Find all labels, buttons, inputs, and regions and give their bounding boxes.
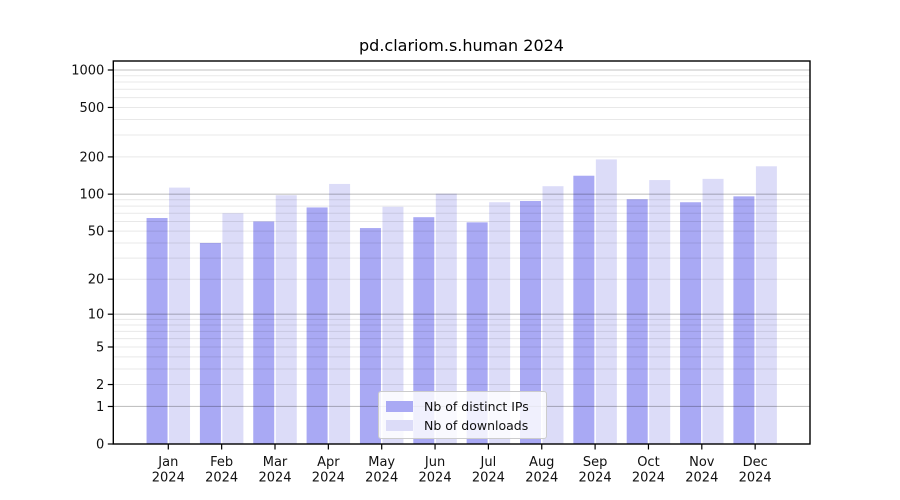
x-tick-label-month: Apr bbox=[317, 455, 340, 470]
bar-downloads-aug bbox=[542, 186, 564, 444]
legend-item-distinct-ips: Nb of distinct IPs bbox=[386, 397, 546, 416]
bar-downloads-may bbox=[382, 206, 404, 444]
bar-downloads-nov bbox=[702, 178, 724, 445]
bar-downloads-oct bbox=[649, 180, 671, 444]
legend-item-downloads: Nb of downloads bbox=[386, 416, 546, 435]
x-tick-label-month: Mar bbox=[263, 455, 288, 470]
bar-distinct-ips-oct bbox=[626, 199, 648, 444]
legend-label-distinct-ips: Nb of distinct IPs bbox=[424, 399, 529, 414]
x-tick-label-month: Oct bbox=[637, 455, 659, 470]
x-tick-label-month: Dec bbox=[743, 455, 768, 470]
x-tick-label-month: Jul bbox=[480, 455, 497, 470]
bar-distinct-ips-jun bbox=[413, 217, 435, 444]
bar-downloads-sep bbox=[595, 159, 617, 444]
x-tick-label-month: May bbox=[368, 455, 395, 470]
x-tick-label-year: 2024 bbox=[739, 471, 772, 486]
legend-label-downloads: Nb of downloads bbox=[424, 418, 529, 433]
x-tick-label-year: 2024 bbox=[365, 471, 398, 486]
x-tick-label-month: Jan bbox=[157, 455, 178, 470]
axes-spines bbox=[112, 60, 811, 445]
x-tick-label-year: 2024 bbox=[685, 471, 718, 486]
x-tick-label-year: 2024 bbox=[579, 471, 612, 486]
bar-distinct-ips-may bbox=[359, 228, 381, 444]
legend-swatch-distinct-ips bbox=[386, 401, 413, 412]
y-tick-label: 200 bbox=[79, 150, 104, 165]
x-tick-label-month: Feb bbox=[210, 455, 233, 470]
bar-distinct-ips-dec bbox=[733, 196, 755, 444]
x-tick-label-month: Nov bbox=[689, 455, 715, 470]
x-tick-label-month: Aug bbox=[529, 455, 554, 470]
x-tick-label-year: 2024 bbox=[632, 471, 665, 486]
y-tick-label: 50 bbox=[88, 225, 105, 240]
x-tick-label-year: 2024 bbox=[312, 471, 345, 486]
y-tick-label: 10 bbox=[88, 308, 105, 323]
x-tick-label-month: Sep bbox=[583, 455, 608, 470]
bar-downloads-feb bbox=[222, 213, 244, 444]
bar-downloads-mar bbox=[275, 195, 297, 444]
x-tick-label-year: 2024 bbox=[205, 471, 238, 486]
x-tick-label-year: 2024 bbox=[525, 471, 558, 486]
x-tick-label-year: 2024 bbox=[258, 471, 291, 486]
y-tick-label: 1000 bbox=[71, 64, 104, 79]
bar-distinct-ips-jan bbox=[146, 218, 168, 444]
legend-swatch-downloads bbox=[386, 420, 413, 431]
bar-downloads-dec bbox=[755, 166, 777, 445]
y-tick-label: 0 bbox=[96, 438, 104, 453]
bar-distinct-ips-aug bbox=[520, 201, 541, 444]
y-tick-label: 2 bbox=[96, 378, 104, 393]
bar-downloads-jun bbox=[435, 193, 457, 444]
x-tick-label-year: 2024 bbox=[152, 471, 185, 486]
x-tick-label-year: 2024 bbox=[472, 471, 505, 486]
bar-downloads-jul bbox=[489, 202, 511, 444]
bar-distinct-ips-apr bbox=[306, 207, 328, 444]
y-tick-label: 500 bbox=[79, 101, 104, 116]
bar-distinct-ips-mar bbox=[253, 221, 275, 444]
y-tick-label: 100 bbox=[79, 188, 104, 203]
bar-distinct-ips-nov bbox=[680, 202, 702, 444]
x-tick-label-month: Jun bbox=[424, 455, 445, 470]
x-tick-label-year: 2024 bbox=[419, 471, 452, 486]
y-tick-label: 5 bbox=[96, 341, 104, 356]
bar-distinct-ips-sep bbox=[573, 175, 595, 444]
chart-title: pd.clariom.s.human 2024 bbox=[359, 36, 564, 55]
bar-downloads-jan bbox=[169, 187, 191, 445]
bar-distinct-ips-jul bbox=[466, 222, 488, 444]
y-tick-label: 1 bbox=[96, 400, 104, 415]
bar-downloads-apr bbox=[329, 183, 351, 444]
legend: Nb of distinct IPs Nb of downloads bbox=[378, 391, 547, 439]
bar-distinct-ips-feb bbox=[199, 242, 221, 444]
y-tick-label: 20 bbox=[88, 273, 105, 288]
